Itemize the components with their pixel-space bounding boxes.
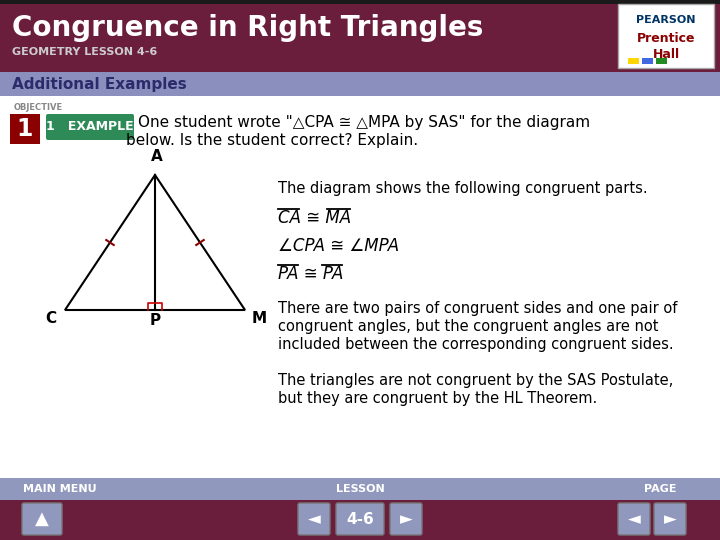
Bar: [0, 96, 720, 540]
Text: There are two pairs of congruent sides and one pair of: There are two pairs of congruent sides a…: [278, 300, 678, 315]
FancyBboxPatch shape: [22, 503, 62, 535]
Text: Additional Examples: Additional Examples: [12, 77, 186, 91]
Bar: [0, 72, 720, 96]
FancyBboxPatch shape: [298, 503, 330, 535]
FancyBboxPatch shape: [654, 503, 686, 535]
Bar: [0, 500, 720, 540]
Text: ∠CPA ≅ ∠MPA: ∠CPA ≅ ∠MPA: [278, 237, 399, 255]
Text: PA ≅ PA: PA ≅ PA: [278, 265, 343, 283]
Text: ◄: ◄: [628, 510, 640, 528]
Text: M: M: [251, 311, 266, 326]
Text: The triangles are not congruent by the SAS Postulate,: The triangles are not congruent by the S…: [278, 373, 673, 388]
Text: congruent angles, but the congruent angles are not: congruent angles, but the congruent angl…: [278, 319, 659, 334]
Text: One student wrote "△CPA ≅ △MPA by SAS" for the diagram: One student wrote "△CPA ≅ △MPA by SAS" f…: [138, 114, 590, 130]
Text: ◄: ◄: [307, 510, 320, 528]
Text: C: C: [45, 311, 57, 326]
FancyBboxPatch shape: [46, 114, 134, 140]
Text: GEOMETRY LESSON 4-6: GEOMETRY LESSON 4-6: [12, 47, 157, 57]
Bar: [0, 478, 720, 500]
Text: The diagram shows the following congruent parts.: The diagram shows the following congruen…: [278, 180, 647, 195]
Bar: [618, 4, 714, 68]
Text: A: A: [151, 149, 163, 164]
Text: 4-6: 4-6: [346, 511, 374, 526]
Text: LESSON: LESSON: [336, 484, 384, 494]
FancyBboxPatch shape: [336, 503, 384, 535]
FancyBboxPatch shape: [390, 503, 422, 535]
Text: included between the corresponding congruent sides.: included between the corresponding congr…: [278, 336, 674, 352]
Bar: [0, 0, 720, 4]
Text: ►: ►: [664, 510, 676, 528]
Bar: [642, 58, 653, 64]
FancyBboxPatch shape: [618, 503, 650, 535]
Text: CA ≅ MA: CA ≅ MA: [278, 209, 351, 227]
Bar: [628, 58, 639, 64]
Bar: [0, 0, 720, 72]
Text: but they are congruent by the HL Theorem.: but they are congruent by the HL Theorem…: [278, 390, 598, 406]
Text: Hall: Hall: [652, 48, 680, 60]
Text: Congruence in Right Triangles: Congruence in Right Triangles: [12, 14, 483, 42]
Text: 1: 1: [17, 117, 33, 141]
Text: P: P: [150, 313, 161, 328]
Text: PAGE: PAGE: [644, 484, 676, 494]
Bar: [656, 58, 667, 64]
Text: below. Is the student correct? Explain.: below. Is the student correct? Explain.: [126, 132, 418, 147]
Text: Prentice: Prentice: [636, 31, 696, 44]
Text: ►: ►: [400, 510, 413, 528]
Text: MAIN MENU: MAIN MENU: [23, 484, 96, 494]
Bar: [10, 114, 40, 144]
Text: PEARSON: PEARSON: [636, 15, 696, 25]
Text: 1   EXAMPLE: 1 EXAMPLE: [46, 120, 134, 133]
Text: ▲: ▲: [35, 510, 49, 528]
Text: OBJECTIVE: OBJECTIVE: [14, 104, 63, 112]
